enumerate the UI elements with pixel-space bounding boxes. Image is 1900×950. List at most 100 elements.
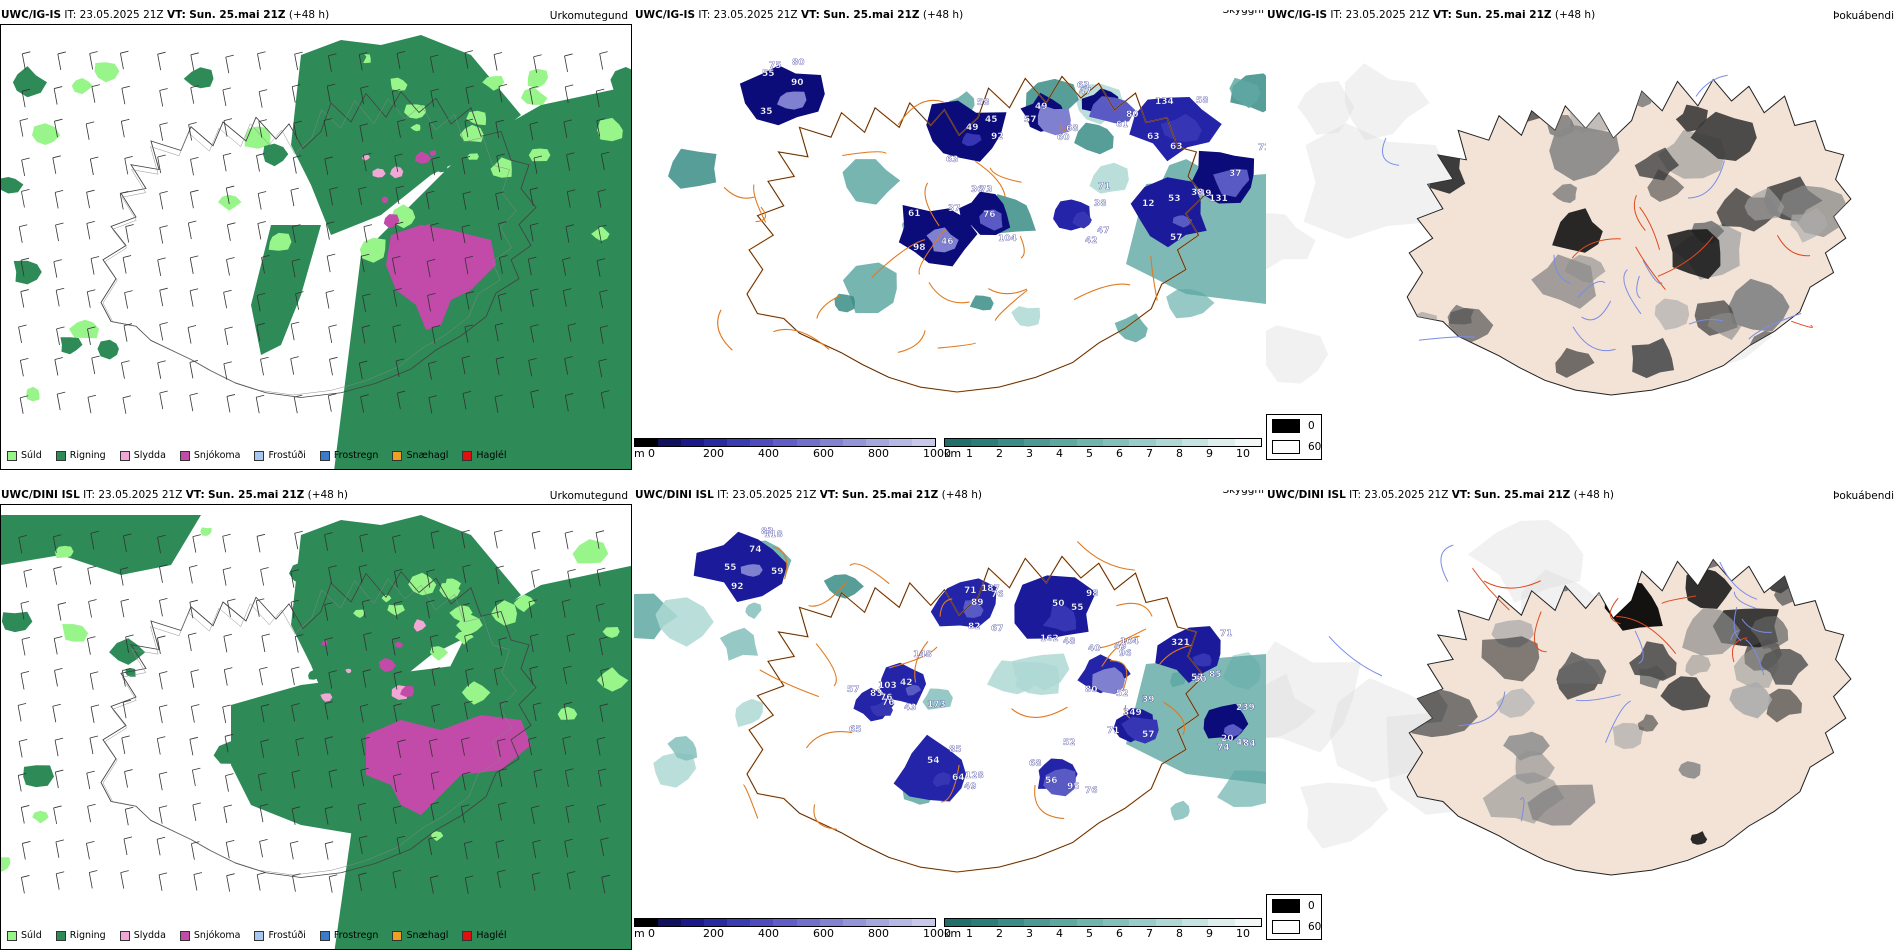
- visibility-colorbar-unit: km: [944, 927, 962, 940]
- ceiling-value-label: 95: [1067, 782, 1080, 792]
- lead-time: (+48 h): [1554, 10, 1596, 21]
- visibility-tick: 6: [1116, 447, 1123, 460]
- ceiling-value-label: 57: [1191, 673, 1204, 683]
- field-name: Þokuábendi: [1833, 490, 1894, 502]
- fog-key-label: 0: [1308, 420, 1315, 432]
- ceiling-value-label: 56: [1045, 776, 1058, 786]
- panel-fog-row-2: UWC/DINI ISL IT: 23.05.2025 21Z VT: Sun.…: [1266, 490, 1900, 950]
- panel-precip-row-2: UWC/DINI ISL IT: 23.05.2025 21Z VT: Sun.…: [0, 490, 634, 950]
- ceiling-value-label: 98: [913, 243, 926, 253]
- ceiling-value-label: 55: [762, 69, 775, 79]
- legend-label: Frostúði: [268, 450, 306, 461]
- ceiling-value-label: 103: [878, 681, 897, 691]
- ceiling-value-label: 53: [1168, 194, 1181, 204]
- visibility-tick: 10: [1236, 447, 1250, 460]
- ceiling-value-label: 49: [1236, 738, 1249, 748]
- ceiling-value-label: 42: [1085, 236, 1098, 246]
- vt-label: VT:: [819, 490, 839, 501]
- ceiling-value-label: 76: [991, 590, 1004, 600]
- legend-swatch: [55, 450, 66, 461]
- fog-indicator-map[interactable]: [1266, 24, 1900, 424]
- ceiling-value-label: 43: [904, 703, 917, 713]
- ceiling-value-label: 321: [1171, 638, 1190, 648]
- visibility-colorbar: [944, 918, 1262, 927]
- ceiling-value-label: 63: [946, 155, 959, 165]
- legend-item: Frostúði: [254, 930, 306, 941]
- map-area: 75 45 60 63 58 49 47 76 37 38 35 58 57 47 63 37 38 36 61 53…: [634, 24, 1266, 424]
- ceiling-value-label: 40: [1088, 644, 1101, 654]
- visibility-tick: 5: [1086, 447, 1093, 460]
- precip-type-map[interactable]: [1, 25, 631, 469]
- ceiling-value-label: 134: [1155, 97, 1174, 107]
- legend-swatch: [55, 930, 66, 941]
- ceiling-tick: 0: [648, 447, 655, 460]
- ceiling-colorbar-unit: m: [634, 447, 645, 460]
- ceiling-value-label: 49: [1199, 189, 1212, 199]
- ceiling-value-label: 37: [948, 204, 961, 214]
- legend-swatch: [7, 930, 17, 941]
- ceiling-value-label: 98: [1086, 589, 1099, 599]
- it-value: 23.05.2025 21Z: [79, 10, 164, 21]
- ceiling-value-label: 68: [1066, 124, 1079, 134]
- fog-key-item: 0: [1272, 899, 1315, 913]
- legend-item: Rigning: [55, 930, 106, 941]
- fog-key-swatch: [1272, 440, 1300, 454]
- legend-swatch: [392, 450, 403, 461]
- ceiling-value-label: 39: [1142, 695, 1155, 705]
- visibility-tick: 8: [1176, 447, 1183, 460]
- it-value: 23.05.2025 21Z: [1345, 10, 1430, 21]
- ceiling-value-label: 58: [1196, 96, 1209, 106]
- legend-swatch: [254, 930, 265, 941]
- ceiling-value-label: 50: [1052, 599, 1065, 609]
- legend-item: Frostregn: [319, 450, 378, 461]
- visibility-tick: 2: [996, 447, 1003, 460]
- legend-swatch: [319, 450, 330, 461]
- fog-indicator-map[interactable]: [1266, 504, 1900, 904]
- legend-label: Súld: [21, 930, 42, 941]
- ceiling-value-label: 64: [952, 773, 965, 783]
- legend-swatch: [119, 450, 130, 461]
- ceiling-value-label: 63: [1147, 132, 1160, 142]
- ceiling-value-label: 71: [1107, 726, 1120, 736]
- ceiling-value-label: 89: [971, 598, 984, 608]
- panel-fog-row-1: UWC/IG-IS IT: 23.05.2025 21Z VT: Sun. 25…: [1266, 10, 1900, 470]
- legend-label: Rigning: [69, 450, 106, 461]
- ceiling-value-label: 82: [968, 622, 981, 632]
- ceiling-value-label: 80: [1085, 685, 1098, 695]
- precip-type-map[interactable]: [1, 505, 631, 949]
- ceiling-colorbar: [634, 918, 936, 927]
- fog-key: 0 60: [1266, 894, 1322, 940]
- ceiling-value-label: 104: [998, 234, 1017, 244]
- legend-label: Snæhagl: [406, 930, 449, 941]
- legend-label: Snjókoma: [193, 930, 241, 941]
- legend-item: Slydda: [119, 450, 166, 461]
- ceiling-value-label: 80: [1126, 110, 1139, 120]
- map-area: [1266, 24, 1900, 424]
- ceiling-value-label: 83: [761, 527, 774, 537]
- ceiling-value-label: 92: [991, 132, 1004, 142]
- ceiling-value-label: 61: [908, 209, 921, 219]
- ceiling-value-label: 71: [1098, 182, 1111, 192]
- visibility-colorbar: [944, 438, 1262, 447]
- panel-ceiling-row-2: UWC/DINI ISL IT: 23.05.2025 21Z VT: Sun.…: [634, 490, 1266, 950]
- ceiling-colorbar: [634, 438, 936, 447]
- ceiling-value-label: 85: [949, 745, 962, 755]
- ceiling-visibility-map[interactable]: 7545606358494776373835585747633738366153…: [634, 24, 1266, 424]
- legend-label: Haglél: [476, 450, 507, 461]
- it-label: IT:: [717, 490, 730, 501]
- vt-value: Sun. 25.mai 21Z: [842, 490, 939, 501]
- ceiling-value-label: 84: [1243, 739, 1256, 749]
- ceiling-value-label: 52: [1063, 738, 1076, 748]
- fog-key-item: 0: [1272, 419, 1315, 433]
- visibility-tick: 7: [1146, 927, 1153, 940]
- fog-key-item: 60: [1272, 440, 1321, 454]
- model-name: UWC/IG-IS: [1267, 10, 1328, 21]
- map-area: 92 89 48 49 39 85 74 76 65 49 52 55 82 162 40 57 50 49 42 7…: [634, 504, 1266, 904]
- legend-label: Frostúði: [268, 930, 306, 941]
- it-value: 23.05.2025 21Z: [98, 490, 183, 501]
- ceiling-value-label: 68: [1029, 759, 1042, 769]
- fog-key: 0 60: [1266, 414, 1322, 460]
- fog-key-label: 60: [1308, 441, 1322, 453]
- fog-key-swatch: [1272, 920, 1300, 934]
